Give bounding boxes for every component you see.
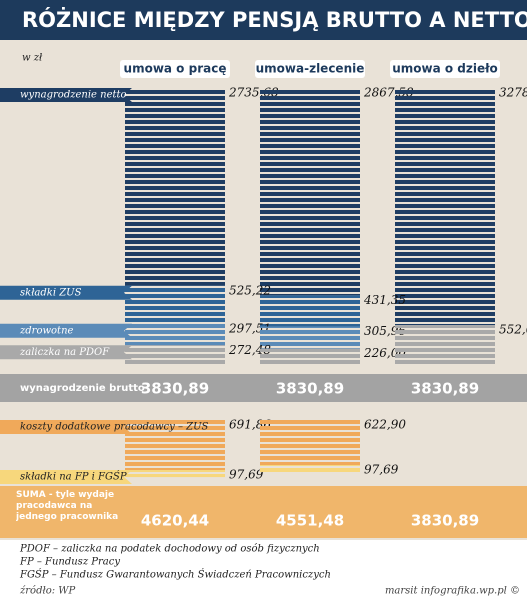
- column-header: [255, 60, 365, 78]
- series-label-ribbon: [0, 345, 132, 360]
- grand-total-text: SUMA - tyle wydaje pracodawca na jednego…: [16, 490, 119, 522]
- bar-segment: [260, 326, 360, 349]
- grand-total-value: 4620,44: [141, 512, 209, 530]
- bar-segment: [125, 345, 225, 365]
- value-label: 552,00: [499, 323, 527, 337]
- credit: marsit infografika.wp.pl ©: [385, 586, 520, 597]
- value-label: 525,22: [229, 283, 271, 297]
- bar-segment: [125, 285, 225, 324]
- grand-total-label: SUMA - tyle wydaje pracodawca na jednego…: [16, 490, 119, 522]
- series-label: koszty dodatkowe pracodawcy – ZUS: [20, 422, 209, 433]
- total-band: [0, 374, 527, 402]
- bar-segment: [260, 295, 360, 327]
- series-label-ribbon: [0, 88, 132, 102]
- bar-segment: [395, 88, 495, 326]
- unit: w zł: [22, 53, 43, 64]
- column-header-label: umowa-zlecenie: [256, 62, 365, 76]
- column-header: [120, 60, 230, 78]
- total-value: 3830,89: [411, 380, 479, 398]
- series-label: zaliczka na PDOF: [19, 347, 110, 358]
- bar-segment: [125, 323, 225, 346]
- bar-segment: [260, 420, 360, 466]
- bar-segment: [395, 325, 495, 365]
- series-label: wynagrodzenie netto: [20, 90, 127, 101]
- total-value: 3830,89: [141, 380, 209, 398]
- value-label: 97,69: [364, 463, 399, 477]
- series-label: zdrowotne: [19, 325, 74, 336]
- series-label: składki na FP i FGŚP: [20, 471, 127, 483]
- title-band: [0, 0, 527, 40]
- value-label: 431,35: [363, 293, 406, 307]
- bar-segment: [125, 470, 225, 478]
- series-label-ribbon: [0, 420, 132, 434]
- title: RÓŻNICE MIĘDZY PENSJĄ BRUTTO A NETTO: [22, 7, 527, 32]
- series-label-ribbon: [0, 470, 132, 485]
- footnote: FP – Fundusz Pracy: [19, 557, 120, 568]
- grand-total-band: [0, 486, 527, 538]
- footer-band: [0, 540, 527, 600]
- column-header-label: umowa o dzieło: [392, 62, 498, 76]
- bar-segment: [125, 88, 225, 286]
- value-label: 622,90: [364, 418, 406, 432]
- total-label: wynagrodzenie brutto: [20, 383, 145, 394]
- series-label-ribbon: [0, 323, 132, 338]
- footnote: FGŚP – Fundusz Gwarantowanych Świadczeń …: [19, 569, 331, 581]
- grand-total-value: 4551,48: [276, 512, 344, 530]
- bar-segment: [125, 420, 225, 471]
- value-label: 3278,89: [499, 86, 527, 100]
- bar-segment: [260, 465, 360, 473]
- bar-segment: [260, 88, 360, 296]
- value-label: 97,69: [229, 468, 264, 482]
- series-label-ribbon: [0, 285, 132, 300]
- footnote: PDOF – zaliczka na podatek dochodowy od …: [19, 544, 320, 555]
- grand-total-value: 3830,89: [411, 512, 479, 530]
- total-value: 3830,89: [276, 380, 344, 398]
- source: źródło: WP: [19, 586, 76, 597]
- bar-segment: [260, 348, 360, 365]
- column-header: [390, 60, 500, 78]
- series-label: składki ZUS: [20, 287, 82, 298]
- column-header-label: umowa o pracę: [124, 62, 227, 76]
